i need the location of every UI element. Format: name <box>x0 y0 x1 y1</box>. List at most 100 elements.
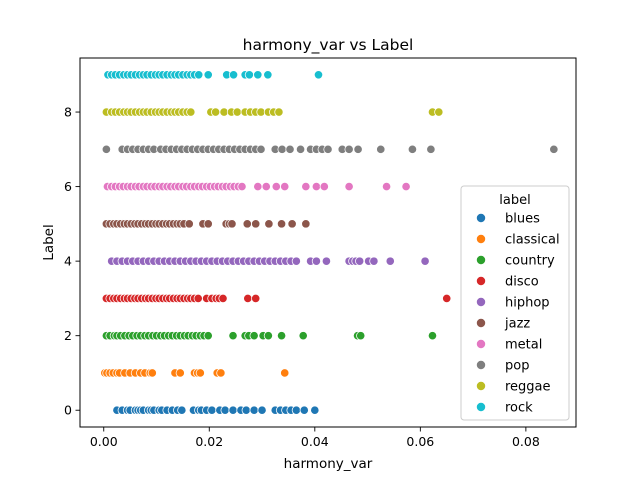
point-metal-43 <box>381 182 392 192</box>
series-country <box>101 331 438 341</box>
legend-marker-disco <box>476 276 486 286</box>
point-disco-31 <box>218 293 228 303</box>
point-country-36 <box>356 331 366 341</box>
legend-marker-metal <box>476 339 486 349</box>
point-hiphop-42 <box>355 256 365 266</box>
point-pop-27 <box>256 144 266 154</box>
legend-label-jazz: jazz <box>504 317 530 332</box>
point-pop-31 <box>295 144 306 154</box>
point-jazz-23 <box>184 219 194 229</box>
point-blues-28 <box>257 405 267 415</box>
point-pop-42 <box>549 144 559 154</box>
point-metal-42 <box>344 182 354 192</box>
point-jazz-30 <box>251 219 261 229</box>
point-country-30 <box>249 331 259 341</box>
point-classical-14 <box>175 368 185 378</box>
x-axis-ticks: 0.00 0.02 0.04 0.06 0.08 <box>90 427 540 449</box>
point-jazz-29 <box>242 219 252 229</box>
point-rock-28 <box>244 70 254 80</box>
point-rock-29 <box>253 70 263 80</box>
point-pop-39 <box>376 144 386 154</box>
x-tick-label: 0.08 <box>512 434 540 449</box>
point-pop-38 <box>353 144 363 154</box>
legend-label-country: country <box>505 254 555 269</box>
point-country-34 <box>298 331 308 341</box>
y-tick-label: 6 <box>64 179 72 194</box>
point-rock-26 <box>228 70 239 80</box>
legend-marker-reggae <box>476 381 486 391</box>
legend-label-reggae: reggae <box>505 380 551 395</box>
point-pop-40 <box>407 144 418 154</box>
point-metal-40 <box>311 182 321 192</box>
point-country-26 <box>203 331 213 341</box>
series-rock <box>103 70 324 80</box>
x-tick-label: 0.04 <box>301 434 329 449</box>
point-rock-31 <box>313 70 324 80</box>
point-metal-44 <box>401 182 411 192</box>
legend-label-hiphop: hiphop <box>505 296 550 311</box>
point-reggae-23 <box>211 107 221 117</box>
point-jazz-31 <box>264 219 274 229</box>
point-hiphop-38 <box>321 256 331 266</box>
y-tick-label: 0 <box>64 403 72 418</box>
legend-marker-jazz <box>476 318 486 328</box>
legend: label blues classical country disco hiphop ja… <box>460 185 570 421</box>
point-blues-16 <box>177 405 187 415</box>
series-blues <box>112 405 320 415</box>
legend-marker-blues <box>476 213 486 223</box>
plot-frame <box>79 57 577 428</box>
series-reggae <box>101 107 444 117</box>
point-metal-37 <box>271 182 281 192</box>
point-metal-34 <box>237 182 247 192</box>
point-rock-24 <box>203 70 213 80</box>
point-metal-39 <box>301 182 311 192</box>
point-hiphop-45 <box>385 256 395 266</box>
point-hiphop-35 <box>291 256 301 266</box>
point-disco-34 <box>442 293 452 303</box>
y-tick-label: 8 <box>64 105 72 120</box>
x-tick-label: 0.06 <box>406 434 434 449</box>
x-axis-label: harmony_var <box>284 456 373 472</box>
point-jazz-25 <box>203 219 213 229</box>
point-reggae-33 <box>274 107 284 117</box>
point-hiphop-37 <box>311 256 321 266</box>
legend-marker-rock <box>476 402 486 412</box>
y-axis-ticks: 0 2 4 6 8 <box>64 105 80 418</box>
point-disco-26 <box>193 293 203 303</box>
point-rock-30 <box>263 70 273 80</box>
legend-marker-classical <box>476 234 486 244</box>
chart-title: harmony_var vs Label <box>243 36 414 55</box>
legend-label-disco: disco <box>505 275 539 290</box>
point-jazz-28 <box>227 219 237 229</box>
series-jazz <box>101 219 311 229</box>
y-tick-label: 2 <box>64 328 72 343</box>
point-blues-24 <box>228 405 238 415</box>
legend-label-metal: metal <box>505 338 542 353</box>
point-reggae-35 <box>434 107 444 117</box>
point-metal-36 <box>261 182 271 192</box>
point-pop-35 <box>323 144 333 154</box>
legend-items: blues classical country disco hiphop jazz meta… <box>476 212 560 416</box>
point-blues-33 <box>291 405 301 415</box>
series-disco <box>101 293 452 303</box>
point-blues-21 <box>207 405 217 415</box>
point-pop-37 <box>344 144 354 154</box>
point-pop-30 <box>285 144 295 154</box>
legend-box <box>460 185 570 421</box>
point-blues-23 <box>220 405 230 415</box>
legend-marker-country <box>476 255 486 265</box>
legend-label-classical: classical <box>505 233 560 248</box>
point-blues-34 <box>299 405 309 415</box>
point-hiphop-44 <box>369 256 379 266</box>
series-hiphop <box>107 256 430 266</box>
point-blues-26 <box>241 405 251 415</box>
y-axis-label: Label <box>41 224 57 260</box>
legend-label-pop: pop <box>505 359 529 374</box>
legend-title: label <box>499 193 530 208</box>
point-hiphop-46 <box>420 256 430 266</box>
point-country-37 <box>427 331 438 341</box>
point-classical-19 <box>216 368 226 378</box>
point-jazz-32 <box>276 219 287 229</box>
legend-marker-pop <box>476 360 486 370</box>
